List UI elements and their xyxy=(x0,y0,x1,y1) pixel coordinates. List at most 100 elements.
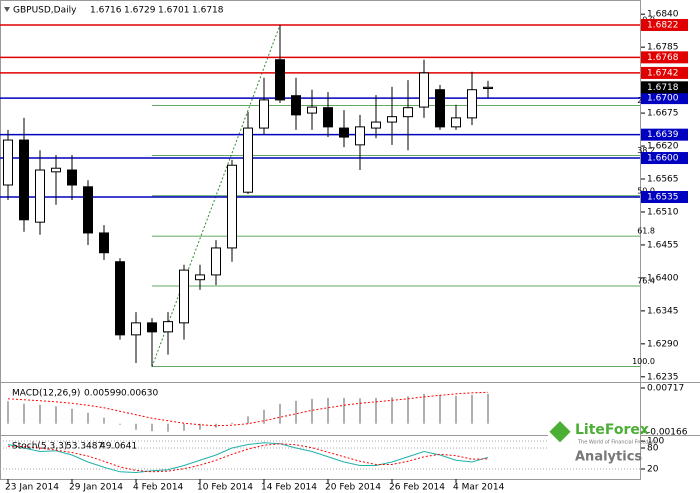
candle-body xyxy=(451,117,461,128)
candle-body xyxy=(435,89,445,128)
histogram-bar xyxy=(391,397,393,424)
x-tick-label: 4 Feb 2014 xyxy=(133,483,184,493)
histogram-bar xyxy=(167,423,169,432)
x-tick-label: 29 Jan 2014 xyxy=(69,483,123,493)
histogram-bar xyxy=(39,404,41,424)
macd-title: MACD(12,26,9) xyxy=(12,389,80,399)
support-label: 1.6639 xyxy=(647,130,679,140)
histogram-bar xyxy=(455,395,457,424)
x-tick-label: 26 Feb 2014 xyxy=(389,483,445,493)
histogram-bar xyxy=(199,423,201,430)
fib-trend xyxy=(151,24,281,367)
histogram-bar xyxy=(135,423,137,430)
candle-body xyxy=(35,169,45,223)
histogram-bar xyxy=(327,397,329,424)
histogram-bar xyxy=(471,394,473,424)
logo-tagline: The World of Financial Freedom xyxy=(577,440,657,446)
logo: LiteForex The World of Financial Freedom… xyxy=(548,416,657,468)
resistance-label: 1.6768 xyxy=(647,53,679,63)
y-tick-label: 1.6235 xyxy=(647,372,679,382)
y-tick-label: 1.6510 xyxy=(647,207,679,217)
candle-body xyxy=(195,274,205,281)
series-line xyxy=(7,443,489,473)
histogram-bar xyxy=(375,397,377,424)
histogram-bar xyxy=(263,409,265,424)
candle-body xyxy=(355,126,365,146)
y-tick-label: 1.6565 xyxy=(647,175,679,185)
histogram-bar xyxy=(231,422,233,424)
resistance-label-bg xyxy=(641,66,688,79)
candle-body xyxy=(99,232,109,254)
y-tick-label: 100 xyxy=(647,437,664,447)
open-readout: 1.6716 xyxy=(90,6,122,16)
y-tick-label: 1.6290 xyxy=(647,339,679,349)
support-label-bg xyxy=(641,128,688,141)
histogram-bar xyxy=(423,393,425,424)
candle-body xyxy=(227,164,237,249)
candle-body xyxy=(115,261,125,336)
price-label: 1.6718 xyxy=(647,83,679,93)
histogram-bar xyxy=(407,396,409,424)
chart-title: GBPUSD,Daily xyxy=(13,6,77,16)
logo-product: Analytics xyxy=(575,450,642,465)
series-line xyxy=(7,391,489,427)
histogram-bar xyxy=(23,403,25,424)
macd-signal-readout: 0.00630 xyxy=(121,389,158,399)
candle-body xyxy=(163,321,173,333)
fib-label: 76.4 xyxy=(637,276,655,285)
candle-body xyxy=(467,89,477,119)
histogram-bar xyxy=(215,423,217,428)
logo-name: LiteForex xyxy=(575,422,649,438)
candle-body xyxy=(403,107,413,118)
histogram-bar xyxy=(103,417,105,424)
series-line xyxy=(7,442,489,474)
histogram-bar xyxy=(359,398,361,424)
y-tick-label: 1.6400 xyxy=(647,273,679,283)
candle-body xyxy=(339,127,349,138)
y-tick-label: 20 xyxy=(647,465,659,475)
histogram-bar xyxy=(487,393,489,424)
candle-body xyxy=(275,59,285,101)
support-label-bg xyxy=(641,152,688,165)
price-box xyxy=(641,81,688,94)
candle-body xyxy=(291,95,301,116)
candle-body xyxy=(371,121,381,129)
resistance-label-bg xyxy=(641,51,688,64)
support-label: 1.6700 xyxy=(647,94,679,104)
candle-body xyxy=(211,247,221,276)
x-tick-label: 23 Jan 2014 xyxy=(5,483,59,493)
candle-body xyxy=(83,186,93,234)
close-readout: 1.6718 xyxy=(192,6,224,16)
candle-body xyxy=(323,107,333,128)
fib-label: 38.2 xyxy=(637,146,655,155)
header-icon xyxy=(4,7,10,12)
candle-body xyxy=(387,116,397,123)
candle-body xyxy=(67,169,77,186)
resistance-label-bg xyxy=(641,18,688,31)
stoch-title: Stoch(5,3,3) xyxy=(12,442,67,452)
histogram-bar xyxy=(55,406,57,424)
candle-body xyxy=(243,127,253,193)
y-tick-label: 1.6620 xyxy=(647,142,679,152)
logo-mark xyxy=(549,421,571,443)
candle-body xyxy=(179,269,189,324)
histogram-bar xyxy=(311,398,313,424)
stoch-signal-readout: 49.0641 xyxy=(100,442,137,452)
x-tick-label: 10 Feb 2014 xyxy=(197,483,253,493)
histogram-bar xyxy=(295,400,297,424)
low-readout: 1.6701 xyxy=(158,6,190,16)
support-label-bg xyxy=(641,190,688,203)
high-readout: 1.6729 xyxy=(124,6,156,16)
histogram-bar xyxy=(151,423,153,432)
y-tick-label: -0.00166 xyxy=(647,428,688,438)
y-tick-label: 1.6840 xyxy=(647,10,679,20)
histogram-bar xyxy=(279,403,281,424)
y-tick-label: 1.6455 xyxy=(647,240,679,250)
y-tick-label: 1.6345 xyxy=(647,306,679,316)
histogram-bar xyxy=(87,412,89,424)
candle-body xyxy=(131,322,141,336)
candle-body xyxy=(51,167,61,173)
y-tick-label: 1.6675 xyxy=(647,109,679,119)
histogram-bar xyxy=(343,397,345,424)
